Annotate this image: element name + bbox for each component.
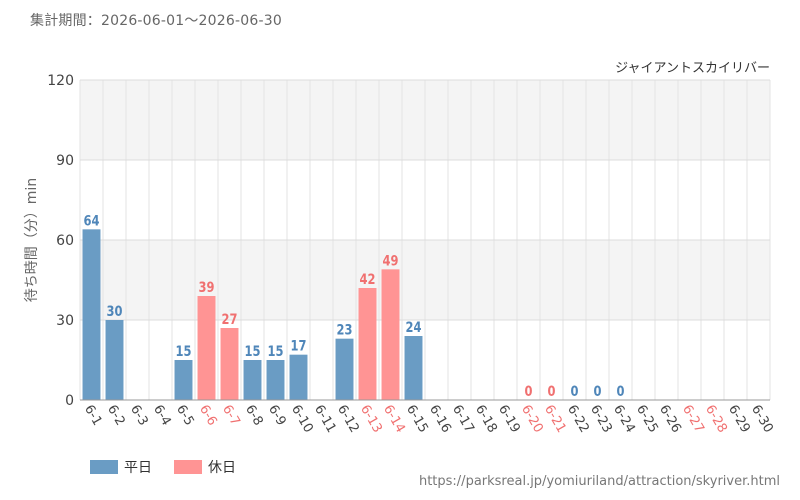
x-tick-label: 6-23: [587, 403, 615, 436]
bar: [197, 296, 216, 400]
bar: [105, 320, 124, 400]
legend-swatch-weekday: [90, 460, 118, 474]
x-tick-label: 6-29: [725, 403, 753, 436]
bar: [82, 229, 101, 400]
bar-value-label: 39: [199, 280, 215, 296]
bar-value-label: 23: [337, 323, 353, 339]
bar-value-label: 27: [222, 312, 238, 328]
bar-value-label: 49: [383, 253, 399, 269]
x-tick-label: 6-1: [81, 403, 105, 429]
x-tick-label: 6-22: [564, 403, 592, 436]
x-tick-label: 6-11: [311, 403, 339, 436]
bar-value-label: 15: [245, 344, 261, 360]
bar: [220, 328, 239, 400]
x-tick-label: 6-28: [702, 403, 730, 436]
bar-value-label: 0: [594, 384, 602, 400]
x-tick-label: 6-2: [104, 403, 128, 429]
y-axis-label: 待ち時間（分）min: [24, 178, 40, 302]
bar-value-label: 0: [525, 384, 533, 400]
x-tick-label: 6-13: [357, 403, 385, 436]
y-tick-label: 90: [56, 153, 74, 169]
bar-value-label: 15: [268, 344, 284, 360]
x-tick-label: 6-8: [242, 403, 266, 429]
bar-value-label: 64: [84, 213, 100, 229]
source-url[interactable]: https://parksreal.jp/yomiuriland/attract…: [418, 474, 780, 489]
bar-value-label: 15: [176, 344, 192, 360]
x-tick-label: 6-26: [656, 403, 684, 436]
x-tick-label: 6-6: [196, 403, 220, 429]
bar: [335, 338, 354, 400]
bars: [82, 229, 423, 400]
legend-item-holiday: 休日: [174, 457, 236, 477]
bar-value-label: 42: [360, 272, 376, 288]
x-tick-label: 6-19: [495, 403, 523, 436]
bar: [289, 354, 308, 400]
y-tick-labels: 0 30 60 90 120: [47, 73, 74, 409]
bar-value-label: 30: [107, 304, 123, 320]
x-tick-label: 6-12: [334, 403, 362, 436]
bar-value-label: 0: [617, 384, 625, 400]
x-tick-label: 6-10: [288, 403, 316, 436]
x-tick-label: 6-25: [633, 403, 661, 436]
x-tick-label: 6-24: [610, 403, 638, 436]
bar: [174, 360, 193, 400]
legend-label-holiday: 休日: [208, 460, 236, 476]
x-tick-label: 6-5: [173, 403, 197, 429]
x-tick-label: 6-20: [518, 403, 546, 436]
x-tick-labels: 6-1 6-2 6-3 6-4 6-5 6-6 6-7 6-8 6-9 6-106-116-126…: [81, 403, 776, 436]
bar: [243, 360, 262, 400]
x-tick-label: 6-14: [380, 403, 408, 436]
chart-title: ジャイアントスカイリバー: [615, 61, 770, 76]
x-tick-label: 6-17: [449, 403, 477, 436]
x-tick-label: 6-15: [403, 403, 431, 436]
x-tick-label: 6-30: [748, 403, 776, 436]
bar: [404, 336, 423, 400]
legend-swatch-holiday: [174, 460, 202, 474]
y-tick-label: 30: [56, 313, 74, 329]
bar-value-label: 0: [571, 384, 579, 400]
legend-label-weekday: 平日: [124, 460, 152, 476]
bar-value-label: 0: [548, 384, 556, 400]
bar-value-label: 17: [291, 339, 307, 355]
bar: [266, 360, 285, 400]
x-tick-label: 6-16: [426, 403, 454, 436]
x-tick-label: 6-7: [219, 403, 243, 429]
y-tick-label: 60: [56, 233, 74, 249]
x-tick-label: 6-27: [679, 403, 707, 436]
x-tick-label: 6-4: [150, 403, 174, 429]
x-tick-label: 6-3: [127, 403, 151, 429]
legend-item-weekday: 平日: [90, 457, 152, 477]
bar: [381, 269, 400, 400]
period-label: 集計期間：2026-06-01～2026-06-30: [30, 13, 282, 29]
x-tick-label: 6-21: [541, 403, 569, 436]
x-tick-label: 6-9: [265, 403, 289, 429]
x-tick-label: 6-18: [472, 403, 500, 436]
y-tick-label: 120: [47, 73, 74, 89]
legend: 平日 休日: [90, 457, 236, 477]
vertical-grid: [79, 80, 771, 400]
bar-value-label: 24: [406, 320, 422, 336]
y-tick-label: 0: [65, 393, 74, 409]
bar: [358, 288, 377, 400]
